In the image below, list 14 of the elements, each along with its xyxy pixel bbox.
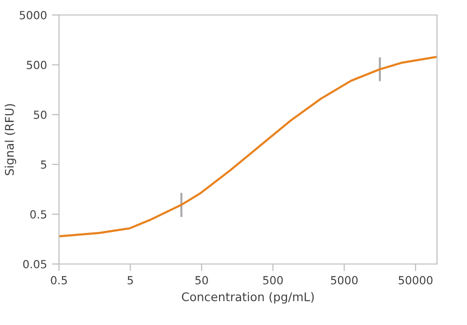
x-tick-label: 0.5: [50, 276, 67, 284]
y-tick-label: 500: [26, 60, 46, 70]
y-tick-label: 0.05: [23, 260, 46, 268]
x-tick-label: 5000: [330, 276, 358, 284]
x-axis-title: Concentration (pg/mL): [182, 292, 314, 304]
x-tick-label: 50000: [398, 276, 432, 284]
y-axis-title: Signal (RFU): [4, 104, 16, 176]
x-tick-label: 50: [195, 276, 208, 284]
x-tick-label: 500: [263, 276, 283, 284]
y-tick-label: 0.5: [30, 210, 46, 219]
y-tick-label: 5000: [20, 10, 46, 20]
y-tick-label: 5: [40, 160, 46, 169]
y-tick-label: 50: [34, 110, 46, 119]
x-tick-label: 5: [128, 276, 133, 284]
